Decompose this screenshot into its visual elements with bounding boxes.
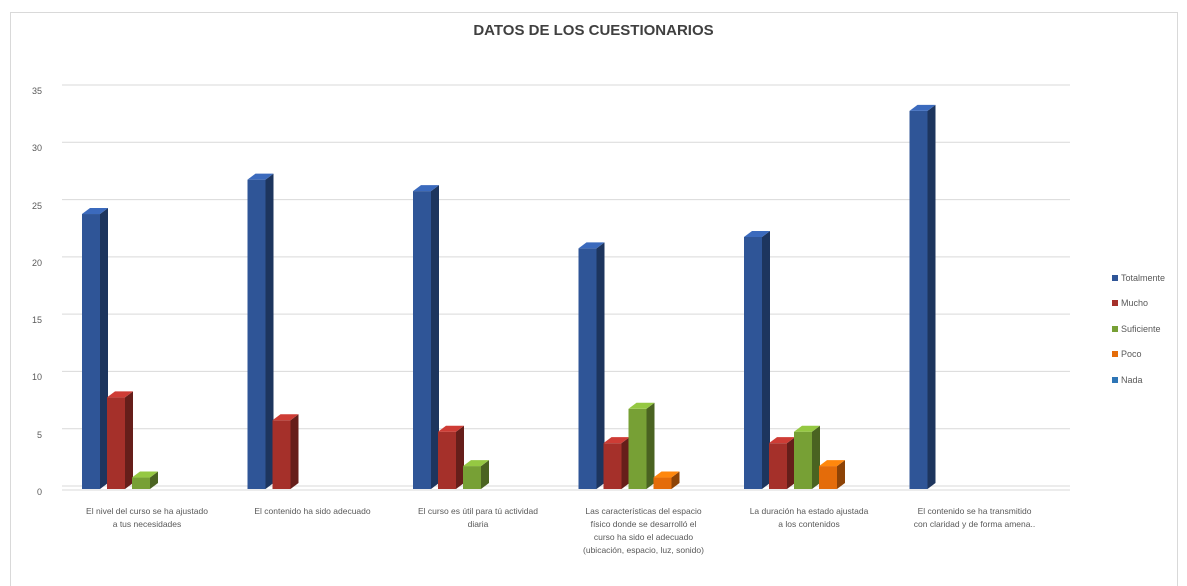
legend-label: Suficiente [1121, 323, 1161, 334]
legend-swatch [1112, 376, 1118, 383]
x-category-label: El contenido se ha transmitido con clari… [913, 506, 1036, 529]
bar-mucho-2 [438, 425, 464, 489]
bar-mucho-0 [107, 391, 133, 489]
bar-mucho-3 [603, 437, 630, 489]
y-tick-label: 25 [31, 200, 42, 211]
bar-mucho-4 [769, 437, 795, 489]
x-category-label: El contenido ha sido adecuado [254, 506, 371, 516]
bar-mucho-1 [272, 414, 299, 489]
legend: Totalmente Mucho Suficiente Poco Nada [1112, 265, 1165, 393]
bar-poco-3 [653, 471, 680, 489]
bar-totalmente-0 [82, 208, 108, 489]
legend-item: Nada [1112, 367, 1165, 393]
bar-suficiente-3 [628, 402, 655, 489]
legend-label: Totalmente [1121, 272, 1166, 283]
x-category-label: El curso es útil para tú actividad diari… [417, 506, 538, 529]
bar-poco-4 [819, 460, 845, 489]
bar-totalmente-5 [909, 104, 936, 490]
legend-label: Mucho [1121, 298, 1149, 309]
bar-totalmente-1 [247, 173, 274, 489]
legend-swatch [1112, 300, 1118, 307]
legend-item: Suficiente [1112, 316, 1165, 342]
y-tick-label: 15 [31, 315, 42, 326]
y-tick-label: 20 [31, 257, 42, 268]
legend-swatch [1112, 351, 1118, 358]
legend-item: Mucho [1112, 291, 1165, 317]
legend-label: Nada [1121, 374, 1143, 385]
bar-totalmente-4 [744, 230, 770, 489]
x-category-label: La duración ha estado ajustada a los con… [749, 506, 869, 529]
legend-label: Poco [1121, 349, 1142, 360]
y-tick-label: 5 [36, 429, 42, 440]
x-category-label: Las características del espacio físico d… [583, 506, 704, 555]
chart-title: DATOS DE LOS CUESTIONARIOS [473, 22, 714, 39]
bar-suficiente-0 [132, 471, 158, 489]
y-tick-label: 0 [36, 487, 42, 497]
legend-item: Totalmente [1112, 265, 1165, 291]
bar-totalmente-3 [578, 242, 605, 489]
bar-suficiente-2 [463, 460, 489, 489]
legend-swatch [1112, 325, 1118, 332]
legend-item: Poco [1112, 342, 1165, 368]
legend-swatch [1112, 274, 1118, 281]
y-tick-label: 10 [31, 372, 42, 383]
x-category-label: El nivel del curso se ha ajustado a tus … [86, 506, 208, 529]
y-tick-label: 30 [31, 143, 42, 154]
bar-suficiente-4 [794, 425, 820, 489]
y-tick-label: 35 [31, 86, 42, 96]
bar-totalmente-2 [413, 185, 439, 489]
